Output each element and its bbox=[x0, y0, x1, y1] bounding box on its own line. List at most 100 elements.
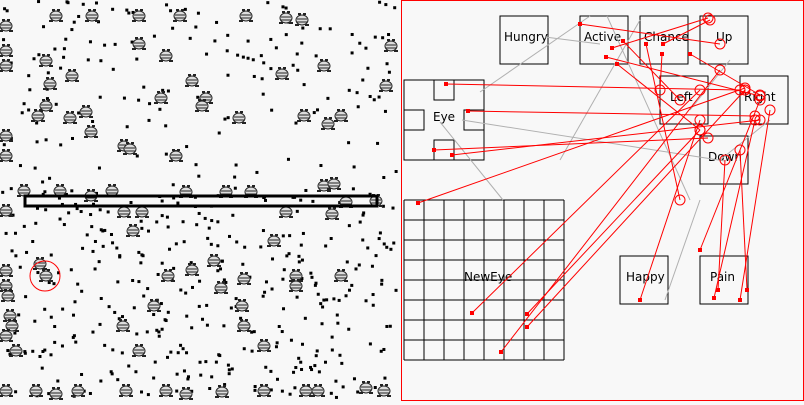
brain-canvas[interactable]: Hungry Active Chance Up Left Right Eye D… bbox=[402, 1, 803, 400]
creature[interactable] bbox=[257, 384, 271, 397]
creature[interactable] bbox=[195, 99, 209, 112]
creature[interactable] bbox=[295, 13, 309, 26]
creature[interactable] bbox=[39, 99, 53, 112]
creature[interactable] bbox=[289, 269, 303, 282]
creature[interactable] bbox=[71, 384, 85, 397]
neuron-neweye[interactable]: NewEye bbox=[403, 199, 565, 361]
creature[interactable] bbox=[0, 149, 13, 162]
creature[interactable] bbox=[179, 387, 193, 400]
creature[interactable] bbox=[334, 269, 348, 282]
creature[interactable] bbox=[289, 279, 303, 292]
neuron-up[interactable]: Up bbox=[699, 15, 749, 65]
creature[interactable] bbox=[0, 44, 13, 57]
food-dot bbox=[174, 242, 178, 246]
creature[interactable] bbox=[325, 207, 339, 220]
creature[interactable] bbox=[334, 109, 348, 122]
creature[interactable] bbox=[379, 79, 393, 92]
creature[interactable] bbox=[207, 254, 221, 267]
creature[interactable] bbox=[79, 105, 93, 118]
creature[interactable] bbox=[0, 204, 13, 217]
creature[interactable] bbox=[5, 319, 19, 332]
creature[interactable] bbox=[317, 59, 331, 72]
creature[interactable] bbox=[126, 224, 140, 237]
creature[interactable] bbox=[1, 289, 15, 302]
creature[interactable] bbox=[132, 37, 146, 50]
neuron-left[interactable]: Left bbox=[659, 75, 709, 125]
creature[interactable] bbox=[116, 319, 130, 332]
creature[interactable] bbox=[0, 329, 13, 342]
creature[interactable] bbox=[0, 384, 13, 397]
creature[interactable] bbox=[359, 381, 373, 394]
neuron-eye[interactable]: Eye bbox=[403, 79, 485, 161]
creature[interactable] bbox=[33, 257, 47, 270]
creature[interactable] bbox=[85, 9, 99, 22]
creature[interactable] bbox=[275, 67, 289, 80]
food-dot bbox=[319, 302, 323, 306]
creature[interactable] bbox=[185, 263, 199, 276]
creature[interactable] bbox=[43, 77, 57, 90]
food-dot bbox=[340, 361, 344, 365]
creature[interactable] bbox=[159, 49, 173, 62]
creature[interactable] bbox=[232, 111, 246, 124]
creature[interactable] bbox=[39, 269, 53, 282]
brain-view[interactable]: Hungry Active Chance Up Left Right Eye D… bbox=[401, 0, 804, 401]
creature[interactable] bbox=[0, 129, 13, 142]
creature[interactable] bbox=[123, 142, 137, 155]
creature[interactable] bbox=[31, 109, 45, 122]
creature[interactable] bbox=[169, 149, 183, 162]
creature[interactable] bbox=[39, 54, 53, 67]
creature[interactable] bbox=[257, 339, 271, 352]
creature[interactable] bbox=[9, 344, 23, 357]
creature[interactable] bbox=[132, 9, 146, 22]
food-dot bbox=[88, 40, 92, 44]
creature[interactable] bbox=[159, 384, 173, 397]
creature[interactable] bbox=[321, 117, 335, 130]
food-dot bbox=[9, 187, 13, 191]
creature[interactable] bbox=[132, 344, 146, 357]
world-view[interactable] bbox=[0, 0, 400, 401]
creature[interactable] bbox=[161, 269, 175, 282]
creature[interactable] bbox=[327, 177, 341, 190]
neuron-chance[interactable]: Chance bbox=[639, 15, 689, 65]
creature[interactable] bbox=[29, 384, 43, 397]
creature[interactable] bbox=[235, 299, 249, 312]
creature[interactable] bbox=[237, 319, 251, 332]
creature[interactable] bbox=[0, 59, 13, 72]
creature[interactable] bbox=[154, 91, 168, 104]
neuron-happy[interactable]: Happy bbox=[619, 255, 669, 305]
food-dot bbox=[337, 298, 341, 302]
neuron-hungry[interactable]: Hungry bbox=[499, 15, 549, 65]
creature[interactable] bbox=[173, 9, 187, 22]
creature[interactable] bbox=[215, 385, 229, 398]
creature[interactable] bbox=[49, 387, 63, 400]
creature[interactable] bbox=[279, 11, 293, 24]
food-dot bbox=[217, 353, 221, 357]
creature[interactable] bbox=[185, 74, 199, 87]
synapse-origin bbox=[525, 325, 529, 329]
creature[interactable] bbox=[0, 19, 13, 32]
creature[interactable] bbox=[377, 384, 391, 397]
creature[interactable] bbox=[0, 264, 13, 277]
creature[interactable] bbox=[279, 205, 293, 218]
creature[interactable] bbox=[311, 384, 325, 397]
synapse-target bbox=[694, 114, 706, 126]
creature[interactable] bbox=[297, 109, 311, 122]
creature[interactable] bbox=[84, 125, 98, 138]
creature[interactable] bbox=[267, 234, 281, 247]
food-dot bbox=[271, 257, 275, 261]
creature[interactable] bbox=[239, 9, 253, 22]
creature[interactable] bbox=[299, 384, 313, 397]
creature[interactable] bbox=[147, 299, 161, 312]
synapse-origin bbox=[604, 55, 608, 59]
food-dot bbox=[166, 89, 170, 93]
creature[interactable] bbox=[384, 39, 398, 52]
creature[interactable] bbox=[119, 384, 133, 397]
creature[interactable] bbox=[237, 272, 251, 285]
world-canvas[interactable] bbox=[0, 0, 400, 401]
creature[interactable] bbox=[63, 111, 77, 124]
food-dot bbox=[198, 279, 202, 283]
creature[interactable] bbox=[49, 9, 63, 22]
creature[interactable] bbox=[214, 281, 228, 294]
creature[interactable] bbox=[65, 69, 79, 82]
food-dot bbox=[4, 231, 8, 235]
